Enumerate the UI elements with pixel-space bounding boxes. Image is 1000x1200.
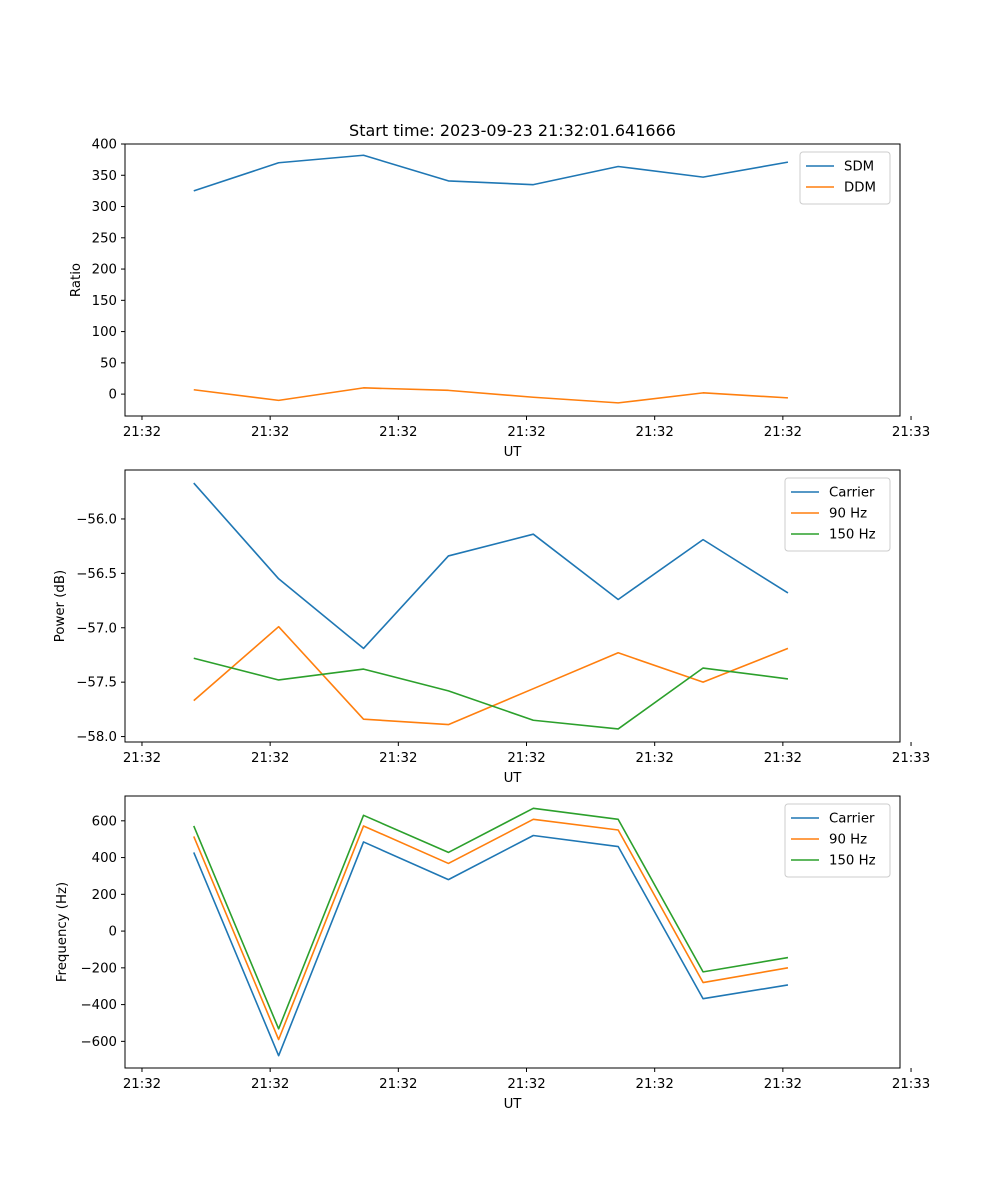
y-tick-label: 100: [92, 325, 117, 340]
x-tick-label: 21:32: [379, 1077, 417, 1092]
x-tick-label: 21:32: [636, 1077, 674, 1092]
plot-area-frame: [124, 795, 901, 1069]
chart-3: 21:32 21:32 21:32 21:32 21:32 21:32 21:33 −600 −…: [55, 795, 930, 1112]
y-tick-label: 350: [92, 169, 117, 184]
x-tick-label: 21:32: [251, 1077, 289, 1092]
legend-label: 90 Hz: [829, 833, 867, 848]
x-tick-label: 21:32: [123, 425, 161, 440]
legend-box: [784, 803, 891, 878]
legend: Carrier 90 Hz 150 Hz: [784, 477, 891, 552]
series-line-carrier: [193, 482, 789, 650]
x-tick-label: 21:32: [507, 425, 545, 440]
x-tick-label: 21:32: [507, 751, 545, 766]
y-tick-label: 250: [92, 231, 117, 246]
y-tick-label: 200: [92, 888, 117, 903]
series-line-150-hz: [193, 657, 789, 730]
legend-label: 90 Hz: [829, 507, 867, 522]
x-tick-label: 21:32: [251, 751, 289, 766]
y-tick-label: 200: [92, 263, 117, 278]
series-line-150-hz: [193, 807, 789, 1030]
y-tick-label: −57.0: [76, 621, 117, 636]
plot-area-frame: [124, 143, 901, 417]
legend-label: DDM: [844, 181, 876, 196]
y-axis-label: Power (dB): [53, 570, 68, 642]
y-axis-label: Ratio: [69, 263, 84, 297]
legend-label: SDM: [844, 160, 874, 175]
plot-area-frame: [124, 469, 901, 743]
legend: SDM DDM: [799, 151, 891, 205]
series-line-carrier: [193, 834, 789, 1057]
y-tick-label: 300: [92, 200, 117, 215]
legend-box: [784, 477, 891, 552]
x-tick-label: 21:33: [892, 751, 930, 766]
x-tick-label: 21:32: [636, 751, 674, 766]
y-tick-label: 0: [109, 925, 117, 940]
x-tick-label: 21:32: [379, 751, 417, 766]
x-tick-label: 21:32: [764, 425, 802, 440]
legend-box: [799, 151, 891, 205]
legend-label: Carrier: [829, 486, 875, 501]
chart-title: Start time: 2023-09-23 21:32:01.641666: [349, 121, 676, 140]
chart-2: 21:32 21:32 21:32 21:32 21:32 21:32 21:33 −58.0…: [53, 469, 930, 786]
y-tick-label: −600: [80, 1035, 117, 1050]
series-line-ddm: [193, 387, 788, 404]
y-tick-label: −56.5: [76, 567, 117, 582]
y-tick-label: 150: [92, 294, 117, 309]
y-tick-label: 400: [92, 138, 117, 153]
y-axis-label: Frequency (Hz): [55, 882, 70, 982]
x-tick-label: 21:32: [251, 425, 289, 440]
y-tick-label: −56.0: [76, 512, 117, 527]
y-tick-label: −200: [80, 961, 117, 976]
y-tick-label: 400: [92, 851, 117, 866]
x-axis-label: UT: [504, 1097, 523, 1112]
x-tick-label: 21:32: [123, 1077, 161, 1092]
x-axis-label: UT: [504, 445, 523, 460]
chart-1: Start time: 2023-09-23 21:32:01.641666 21…: [69, 121, 930, 460]
legend-label: 150 Hz: [829, 854, 876, 869]
x-tick-label: 21:32: [764, 1077, 802, 1092]
x-tick-label: 21:33: [892, 1077, 930, 1092]
series-line-90-hz: [193, 818, 789, 1041]
y-tick-label: 600: [92, 814, 117, 829]
x-axis-label: UT: [504, 771, 523, 786]
x-tick-label: 21:32: [123, 751, 161, 766]
legend-label: Carrier: [829, 812, 875, 827]
x-tick-label: 21:33: [892, 425, 930, 440]
series-line-sdm: [193, 154, 789, 192]
y-tick-label: 0: [109, 388, 117, 403]
y-tick-label: −400: [80, 998, 117, 1013]
x-tick-label: 21:32: [636, 425, 674, 440]
legend-label: 150 Hz: [829, 528, 876, 543]
y-tick-label: −58.0: [76, 730, 117, 745]
y-tick-label: 50: [100, 356, 117, 371]
y-tick-label: −57.5: [76, 676, 117, 691]
x-tick-label: 21:32: [507, 1077, 545, 1092]
legend: Carrier 90 Hz 150 Hz: [784, 803, 891, 878]
x-tick-label: 21:32: [764, 751, 802, 766]
x-tick-label: 21:32: [379, 425, 417, 440]
